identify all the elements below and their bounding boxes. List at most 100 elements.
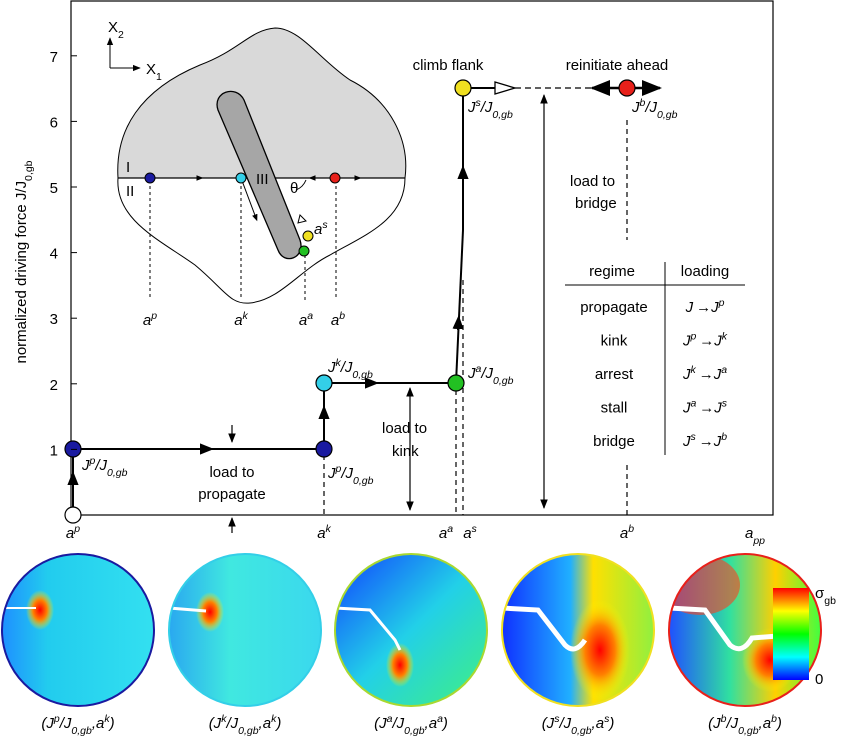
text-part: → <box>696 299 711 316</box>
text-part: k <box>243 310 249 322</box>
inset-tick: ab <box>331 310 345 329</box>
text-part: ) <box>775 715 782 732</box>
table-cell: bridge <box>593 433 635 450</box>
table-cell: Jp→Jk <box>682 331 728 350</box>
inset-axis: X1 <box>146 61 162 83</box>
inset-region: I <box>126 159 130 176</box>
text-part: a <box>314 221 322 238</box>
table-cell: propagate <box>580 299 648 316</box>
text-part: /J <box>725 715 738 732</box>
text-part: gb <box>824 595 836 607</box>
text-part: a <box>620 525 628 542</box>
annotation: bridge <box>575 195 617 212</box>
table-header: loading <box>681 263 729 280</box>
text-part: pp <box>752 535 765 547</box>
annotation: load to <box>570 173 615 190</box>
text-part: p <box>73 523 80 535</box>
text-part: ) <box>607 715 614 732</box>
annotation: propagate <box>198 486 266 503</box>
text-part: ) <box>441 715 448 732</box>
text-part: a <box>463 525 471 542</box>
text-part: ) <box>274 715 281 732</box>
point-label: Jp/J0,gb <box>81 455 128 479</box>
text-part: → <box>699 433 714 450</box>
x-tick-label: ak <box>317 523 331 542</box>
field-panels <box>2 554 821 706</box>
text-part: X <box>108 19 118 36</box>
inset-angle: θ <box>290 180 298 197</box>
x-tick-label: ab <box>620 523 634 542</box>
text-part: ,a <box>92 715 105 732</box>
colorbar-min: 0 <box>815 671 823 688</box>
point-label: Jb/J0,gb <box>631 97 678 121</box>
text-part: p <box>718 297 725 309</box>
text-part: ,a <box>425 715 438 732</box>
text-part: s <box>722 398 728 410</box>
text-part: 0,gb <box>23 160 35 181</box>
text-part: 0,gb <box>493 375 514 387</box>
text-part: b <box>628 523 634 535</box>
y-tick-label: 1 <box>50 442 58 459</box>
text-part: X <box>146 61 156 78</box>
text-part: → <box>699 400 714 417</box>
text-part: → <box>699 366 714 383</box>
text-part: (J <box>41 715 54 732</box>
text-part: s <box>322 219 328 231</box>
text-part: 0,gb <box>404 725 425 737</box>
text-part: a <box>299 312 307 329</box>
panel-caption: (Ja/J0,gb,aa) <box>374 713 448 737</box>
table-cell: Jk→Ja <box>682 364 727 383</box>
text-part: a <box>143 312 151 329</box>
x-tick-label: as <box>463 523 477 542</box>
colorbar-label: σgb <box>815 585 836 607</box>
text-part: /J <box>480 99 493 116</box>
text-part: a <box>721 364 727 376</box>
text-part: /J <box>59 715 72 732</box>
x-axis-end: app <box>745 525 765 547</box>
y-tick-label: 2 <box>50 377 58 394</box>
text-part: /J <box>480 365 493 382</box>
text-part: 0,gb <box>657 109 678 121</box>
panel-caption: (Jp/J0,gb,ak) <box>41 713 114 737</box>
y-tick-label: 3 <box>50 311 58 328</box>
annotation: kink <box>392 443 419 460</box>
text-part: /J <box>340 465 353 482</box>
text-part: /J <box>340 359 353 376</box>
annotation: load to <box>382 420 427 437</box>
text-part: k <box>690 364 696 376</box>
text-part: a <box>66 525 74 542</box>
text-part: a <box>439 525 447 542</box>
text-part: s <box>690 431 696 443</box>
text-part: (J <box>542 715 555 732</box>
text-part: ,a <box>259 715 272 732</box>
table-cell: arrest <box>595 366 634 383</box>
text-part: p <box>150 310 157 322</box>
text-part: b <box>721 431 727 443</box>
text-part: 0,gb <box>571 725 592 737</box>
y-tick-label: 7 <box>50 49 58 66</box>
text-part: 0,gb <box>238 725 259 737</box>
text-part: /J <box>391 715 404 732</box>
point-label: Jk/J0,gb <box>327 357 373 381</box>
y-tick-label: 5 <box>50 180 58 197</box>
table-header: regime <box>589 263 635 280</box>
y-tick-label: 4 <box>50 246 58 263</box>
text-part: /J <box>558 715 571 732</box>
text-part: /J <box>644 99 657 116</box>
point-label: Ja/J0,gb <box>467 363 514 387</box>
table-cell: Js→Jb <box>682 431 727 450</box>
text-part: 0,gb <box>353 475 374 487</box>
x-tick-label: ap <box>66 523 80 542</box>
text-part: J <box>685 299 694 316</box>
text-part: 0,gb <box>107 467 128 479</box>
table-cell: stall <box>601 400 628 417</box>
text-part: /J <box>225 715 238 732</box>
y-tick-label: 6 <box>50 114 58 131</box>
text-part: k <box>326 523 332 535</box>
text-part: p <box>689 331 696 343</box>
text-part: a <box>690 398 696 410</box>
colorbar <box>773 588 809 680</box>
inset-tick: ap <box>143 310 157 329</box>
y-axis-label: normalized driving force J/J0,gb <box>13 160 35 363</box>
